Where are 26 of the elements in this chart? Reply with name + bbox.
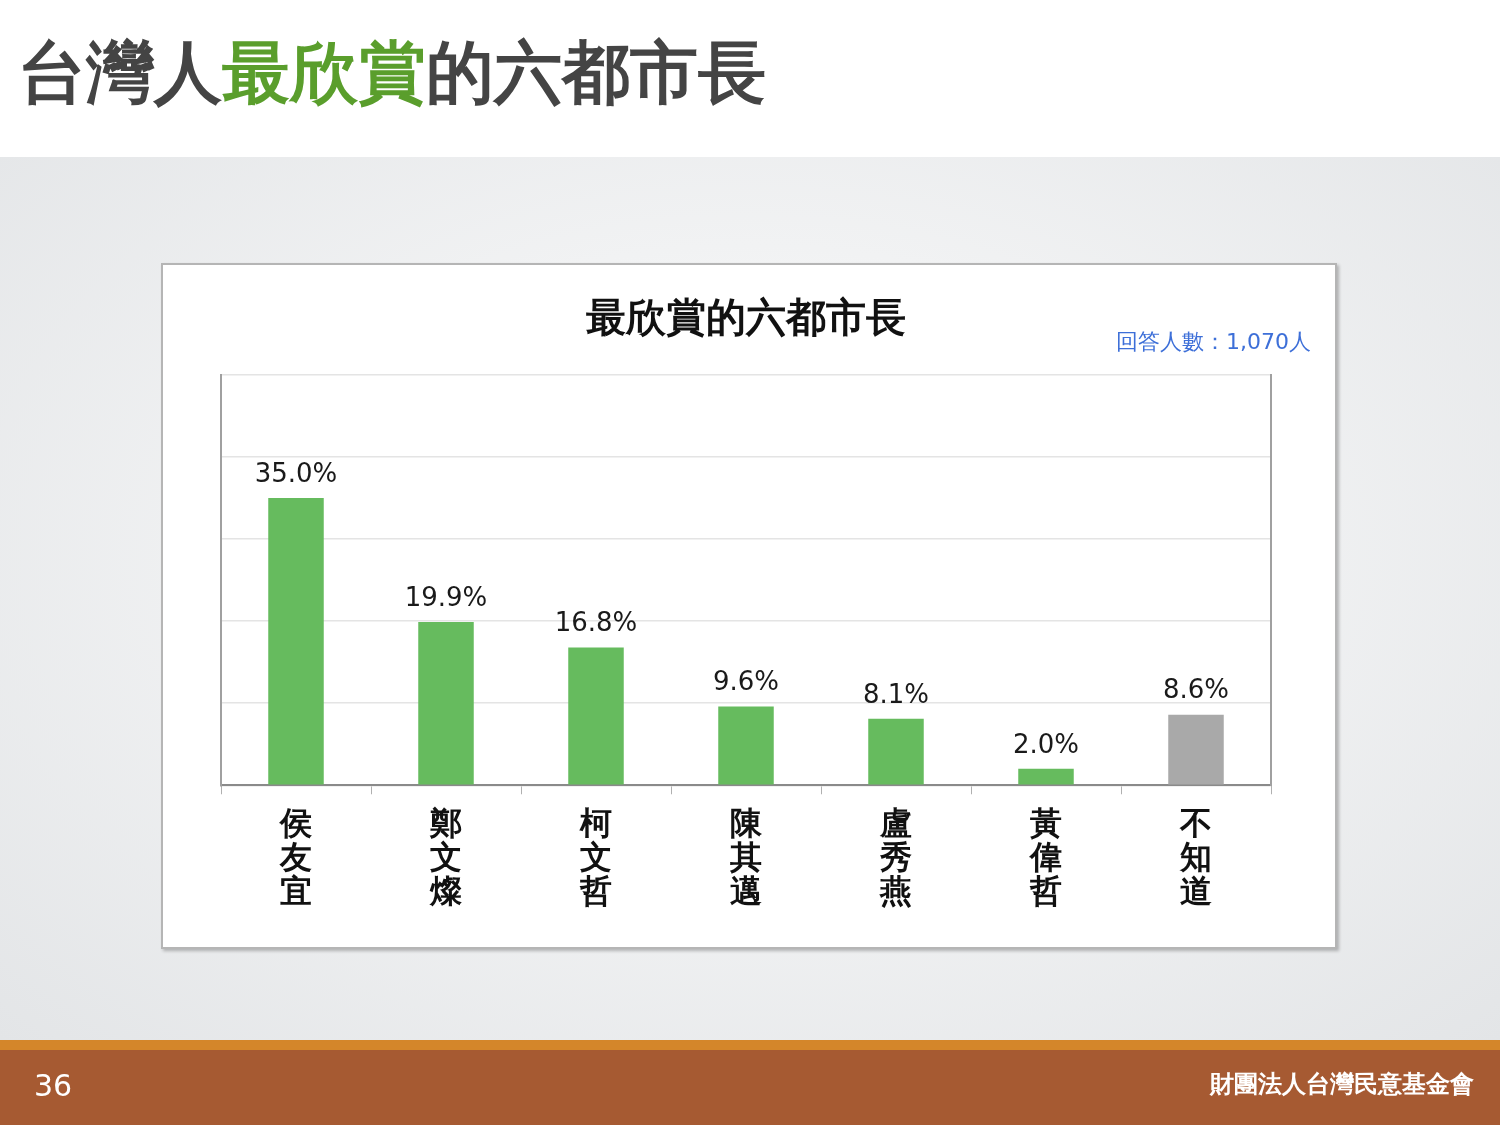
x-tick-label: 侯友宜: [279, 803, 312, 911]
bar: [718, 706, 774, 785]
bar: [418, 621, 474, 785]
x-tick-label: 陳其邁: [729, 803, 763, 911]
data-label: 35.0%: [254, 457, 338, 488]
bar: [1018, 768, 1074, 785]
x-tick-label: 柯文哲: [579, 803, 612, 911]
x-tick-label: 不知道: [1179, 803, 1212, 911]
data-label: 8.1%: [862, 678, 930, 709]
x-tick-label: 黃偉哲: [1028, 803, 1062, 911]
data-label: 9.6%: [712, 666, 780, 697]
bar: [868, 718, 924, 785]
data-label: 2.0%: [1012, 728, 1080, 759]
bar: [268, 498, 324, 785]
data-label: 16.8%: [554, 607, 638, 638]
chart-subtitle: 最欣賞的六都市長: [586, 294, 906, 341]
data-label: 8.6%: [1162, 674, 1230, 705]
text: 回答人數：1,070人: [1116, 328, 1311, 356]
bar: [1168, 714, 1224, 785]
text: 財團法人台灣民意基金會: [1210, 1069, 1474, 1100]
bar: [568, 647, 624, 785]
text: 36: [34, 1068, 73, 1103]
chart-title: 台灣人最欣賞的六都市長: [18, 33, 766, 112]
data-label: 19.9%: [404, 581, 488, 612]
x-tick-label: 盧秀燕: [879, 803, 912, 911]
x-tick-label: 鄭文燦: [429, 803, 462, 911]
